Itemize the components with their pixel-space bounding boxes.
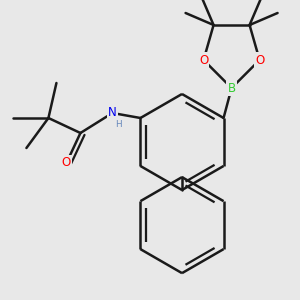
Text: O: O <box>62 157 71 169</box>
Text: O: O <box>255 53 264 67</box>
Text: N: N <box>108 106 117 119</box>
Text: H: H <box>116 120 122 129</box>
Text: B: B <box>227 82 236 94</box>
Text: O: O <box>199 53 208 67</box>
